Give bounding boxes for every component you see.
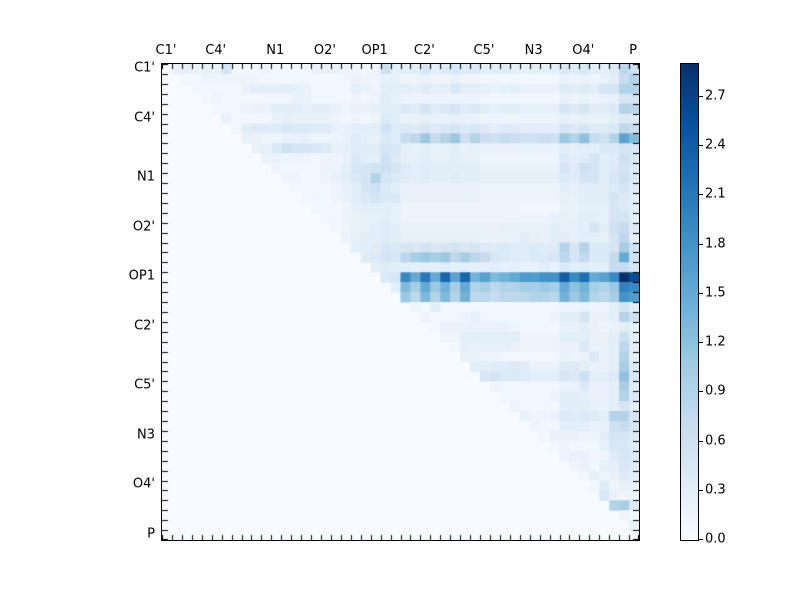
y-tick-label: N1 bbox=[137, 169, 155, 185]
y-tick-label: N3 bbox=[137, 427, 155, 443]
x-tick-label: N3 bbox=[524, 43, 543, 58]
y-tick-label: C4' bbox=[134, 110, 155, 126]
x-tick-label: OP1 bbox=[361, 43, 388, 58]
colorbar-tick-label: 0.9 bbox=[705, 383, 726, 399]
x-tick-label: O4' bbox=[572, 43, 595, 58]
colorbar-tick-mark bbox=[699, 441, 703, 442]
colorbar-tick-label: 1.2 bbox=[705, 334, 726, 350]
colorbar-tick-mark bbox=[699, 145, 703, 146]
colorbar-tick-label: 2.7 bbox=[705, 88, 726, 104]
colorbar-tick-label: 0.6 bbox=[705, 433, 726, 449]
colorbar-tick-label: 1.5 bbox=[705, 285, 726, 301]
colorbar-tick-mark bbox=[699, 342, 703, 343]
x-tick-label: O2' bbox=[313, 43, 337, 58]
x-tick-label: P bbox=[629, 43, 637, 58]
y-tick-label: C5' bbox=[134, 377, 155, 393]
y-tick-label: OP1 bbox=[128, 268, 155, 284]
x-tick-label: C4' bbox=[205, 43, 227, 58]
colorbar-tick-label: 2.1 bbox=[705, 186, 726, 202]
colorbar-tick-mark bbox=[699, 96, 703, 97]
y-tick-label: O4' bbox=[132, 476, 155, 492]
colorbar-tick-mark bbox=[699, 244, 703, 245]
x-tick-label: N1 bbox=[266, 43, 285, 58]
colorbar-gradient bbox=[680, 63, 699, 541]
y-tick-label: C1' bbox=[134, 60, 155, 76]
colorbar-tick-mark bbox=[699, 539, 703, 540]
x-tick-label: C2' bbox=[413, 43, 435, 58]
colorbar-tick-label: 2.4 bbox=[705, 137, 726, 153]
x-tick-label: C1' bbox=[155, 43, 177, 58]
colorbar-tick-label: 1.8 bbox=[705, 236, 726, 252]
colorbar-tick-mark bbox=[699, 391, 703, 392]
y-tick-label: C2' bbox=[134, 318, 155, 334]
x-tick-label: C5' bbox=[473, 43, 495, 58]
colorbar-tick-label: 0.3 bbox=[705, 482, 726, 498]
colorbar-tick-label: 0.0 bbox=[705, 531, 726, 547]
y-tick-label: P bbox=[147, 526, 155, 542]
y-tick-label: O2' bbox=[132, 219, 155, 235]
heatmap-canvas bbox=[161, 63, 640, 541]
colorbar-tick-mark bbox=[699, 293, 703, 294]
colorbar-tick-mark bbox=[699, 194, 703, 195]
colorbar-tick-mark bbox=[699, 490, 703, 491]
